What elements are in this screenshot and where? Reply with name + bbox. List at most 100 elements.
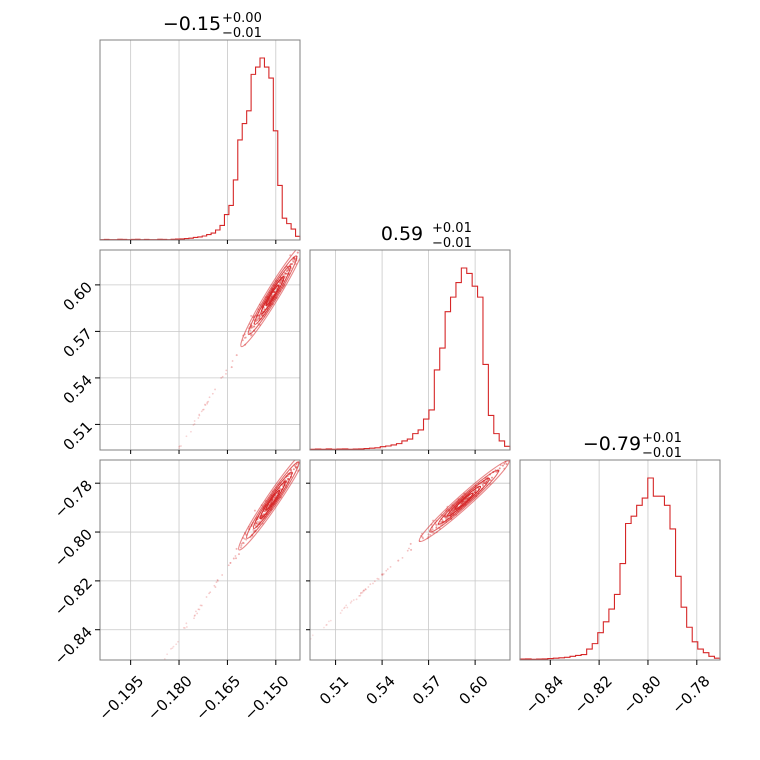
sample-point [268, 299, 271, 302]
sample-point [524, 445, 526, 447]
sample-point [213, 584, 216, 587]
sample-point [473, 491, 476, 494]
sample-point [278, 282, 281, 285]
title-plus-error: +0.01 [642, 431, 682, 446]
sample-point [522, 447, 524, 449]
x-axis-3: −0.84 −0.82 −0.80 −0.78 [522, 660, 714, 717]
sample-point [185, 626, 188, 628]
sample-point [304, 451, 306, 453]
sample-point [267, 300, 270, 303]
sample-point [220, 377, 223, 379]
sample-point [451, 510, 454, 513]
sample-point [257, 318, 260, 321]
sample-point [323, 626, 325, 629]
sample-point [305, 449, 307, 451]
panel-border [309, 249, 511, 451]
sample-point [287, 474, 290, 477]
sample-point [216, 580, 219, 582]
sample-point [202, 408, 205, 411]
sample-point [259, 520, 262, 523]
sample-point [503, 462, 506, 465]
sample-point [253, 509, 256, 512]
sample-point [200, 410, 203, 413]
panel-border [99, 249, 301, 451]
sample-point [427, 533, 430, 536]
sample-point [281, 665, 283, 667]
sample-point [305, 452, 307, 454]
sample-point [362, 590, 365, 593]
sample-point [163, 657, 166, 660]
sample-point [361, 591, 364, 594]
sample-point [250, 333, 253, 336]
sample-point [308, 446, 310, 448]
sample-point [158, 667, 160, 669]
sample-point [362, 589, 365, 592]
sample-point [300, 455, 302, 457]
sample-point [197, 608, 200, 611]
sample-point [304, 449, 306, 451]
sample-point [308, 235, 310, 237]
sample-point [180, 445, 183, 447]
sample-point [452, 510, 455, 513]
panel-background [100, 250, 300, 450]
x-tick-label: 0.57 [409, 672, 445, 708]
sample-point [441, 518, 444, 521]
y-tick-label: −0.80 [51, 525, 96, 570]
sample-point [364, 588, 367, 590]
sample-point [304, 449, 306, 451]
parameter-title-3: −0.79 [583, 433, 641, 455]
sample-point [325, 624, 328, 626]
histogram-step-line [519, 477, 721, 660]
sample-point [350, 600, 353, 603]
sample-point [373, 580, 376, 583]
sample-point [192, 424, 195, 426]
contour-level-2 [429, 469, 500, 533]
contour-level-1 [418, 460, 510, 543]
sample-point [300, 246, 302, 248]
sample-point [193, 617, 195, 620]
sample-point [255, 320, 258, 323]
x-tick-label: 0.60 [456, 672, 492, 708]
contour-level-4 [260, 275, 285, 315]
sample-point [349, 601, 352, 604]
sample-point [273, 290, 276, 293]
sample-point [367, 586, 370, 588]
contour-level-5 [265, 489, 281, 511]
contour-level-5 [454, 492, 474, 510]
sample-point [430, 529, 433, 532]
sample-point [127, 714, 129, 716]
sample-point [126, 714, 128, 716]
sample-point [381, 573, 384, 575]
contour-level-1 [238, 460, 300, 551]
sample-point [409, 542, 412, 545]
sample-point [173, 455, 175, 457]
sample-point [519, 449, 521, 451]
sample-point [305, 244, 307, 246]
sample-point [235, 354, 238, 357]
sample-point [296, 246, 298, 248]
sample-point [215, 581, 218, 584]
sample-point [443, 516, 446, 519]
sample-point [175, 454, 177, 456]
sample-point [170, 647, 172, 650]
sample-point [376, 577, 379, 580]
sample-point [306, 448, 308, 450]
sample-point [209, 591, 212, 594]
contour-level-4 [259, 481, 286, 520]
sample-point [204, 403, 206, 406]
sample-point [127, 716, 129, 718]
sample-point [253, 325, 256, 328]
sample-point [175, 643, 178, 646]
sample-point [252, 528, 255, 531]
sample-point [302, 248, 304, 250]
sample-point [194, 614, 196, 617]
sample-point [511, 460, 513, 462]
sample-point [273, 290, 276, 293]
sample-point [300, 247, 302, 249]
panel-background [100, 40, 300, 240]
sample-point [444, 515, 447, 518]
contour-level-1 [240, 250, 300, 348]
sample-point [193, 423, 196, 425]
sample-point [303, 449, 305, 451]
sample-point [300, 247, 302, 249]
